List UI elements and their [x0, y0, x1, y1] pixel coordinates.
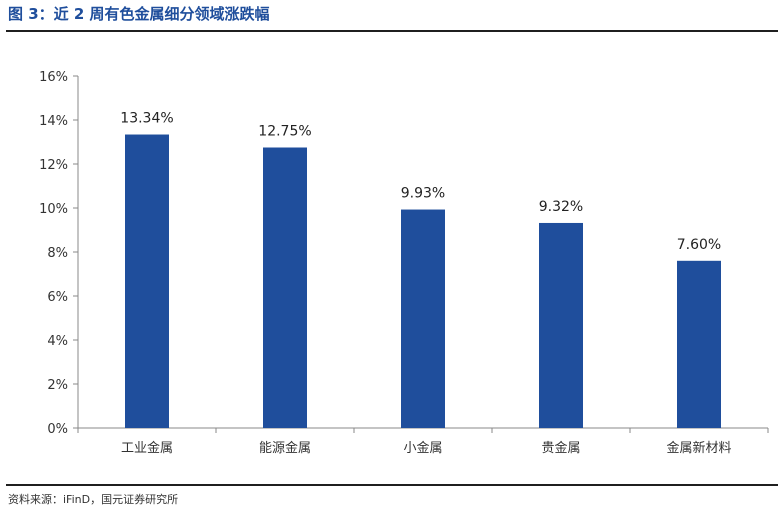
bar: [125, 134, 169, 428]
bar: [677, 260, 721, 428]
y-tick-label: 14%: [39, 114, 68, 129]
data-labels: 13.34% 12.75% 9.93% 9.32% 7.60%: [120, 111, 721, 253]
source-note: 资料来源：iFinD，国元证券研究所: [8, 493, 179, 506]
data-label: 7.60%: [677, 237, 721, 253]
figure-title: 图 3：近 2 周有色金属细分领域涨跌幅: [8, 5, 270, 23]
data-label: 12.75%: [258, 124, 311, 140]
y-tick-label: 8%: [47, 246, 68, 261]
footer-divider: [6, 484, 778, 486]
bar: [401, 209, 445, 428]
y-tick-label: 2%: [47, 378, 68, 393]
x-category-label: 能源金属: [259, 440, 311, 456]
bar-chart: 0% 2% 4% 6% 8% 10% 12% 14% 16% 工业金属 能源金属 小金属 贵金属 金属新…: [39, 70, 769, 456]
data-label: 13.34%: [120, 111, 173, 127]
x-category-label: 金属新材料: [666, 440, 731, 456]
bar-series: [125, 134, 721, 428]
data-label: 9.93%: [401, 186, 445, 202]
y-axis: 0% 2% 4% 6% 8% 10% 12% 14% 16%: [39, 70, 79, 437]
x-category-label: 小金属: [403, 440, 442, 456]
title-divider: [6, 30, 778, 32]
data-label: 9.32%: [539, 199, 583, 215]
y-tick-label: 6%: [47, 290, 68, 305]
bar: [263, 147, 307, 428]
x-category-label: 贵金属: [541, 440, 580, 456]
y-tick-label: 10%: [39, 202, 68, 217]
y-tick-label: 4%: [47, 334, 68, 349]
y-tick-label: 12%: [39, 158, 68, 173]
bar: [539, 222, 583, 428]
y-tick-label: 0%: [47, 422, 68, 437]
x-axis: 工业金属 能源金属 小金属 贵金属 金属新材料: [77, 427, 769, 456]
y-tick-label: 16%: [39, 70, 68, 85]
x-category-label: 工业金属: [121, 440, 173, 456]
